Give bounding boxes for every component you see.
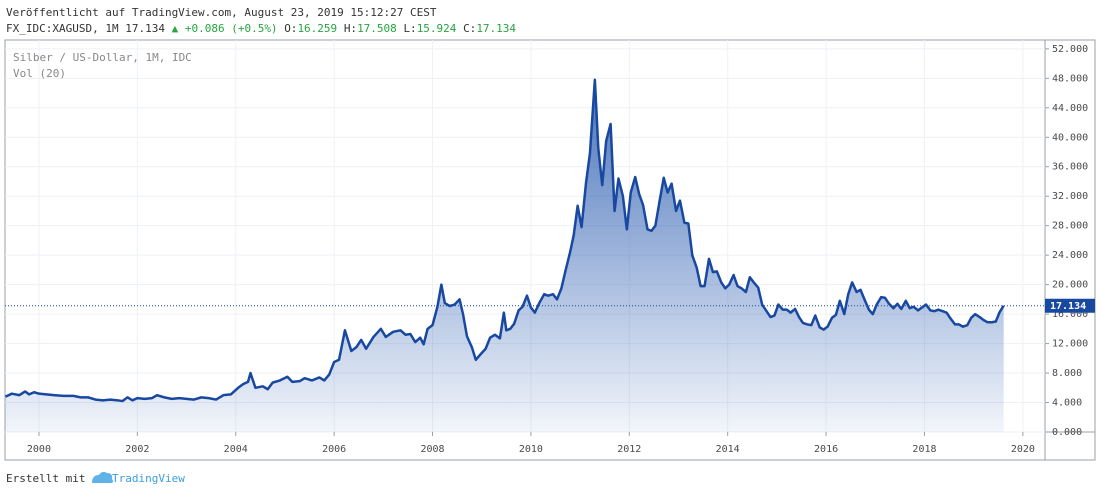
area-fill xyxy=(5,79,1004,432)
published: Veröffentlicht auf TradingView.com, Augu… xyxy=(6,6,437,19)
y-tick-label: 36.000 xyxy=(1052,162,1088,173)
ohlc-label: L: xyxy=(403,22,417,35)
x-tick-label: 2004 xyxy=(224,444,248,455)
change: +0.086 (+0.5%) xyxy=(184,22,278,35)
ohlc: O:16.259 H:17.508 L:15.924 C:17.134 xyxy=(284,22,523,35)
x-tick-label: 2002 xyxy=(125,444,149,455)
x-tick-label: 2014 xyxy=(716,444,740,455)
y-tick-label: 12.000 xyxy=(1052,339,1088,350)
chart-title: Silber / US-Dollar, 1M, IDC xyxy=(13,51,192,64)
y-tick-label: 28.000 xyxy=(1052,221,1088,232)
y-tick-label: 8.000 xyxy=(1052,368,1082,379)
x-tick-label: 2000 xyxy=(27,444,51,455)
x-tick-label: 2020 xyxy=(1011,444,1035,455)
ohlc-label: H: xyxy=(343,22,358,35)
price: 17.134 xyxy=(125,22,165,35)
y-tick-label: 4.000 xyxy=(1052,398,1082,409)
y-tick-label: 20.000 xyxy=(1052,280,1088,291)
y-tick-label: 40.000 xyxy=(1052,132,1088,143)
x-tick-label: 2016 xyxy=(814,444,838,455)
x-tick-label: 2010 xyxy=(519,444,543,455)
ohlc-value: 17.134 xyxy=(476,22,517,35)
ohlc-value: 15.924 xyxy=(416,22,457,35)
x-tick-label: 2018 xyxy=(912,444,936,455)
frame xyxy=(4,39,1096,461)
y-tick-label: 32.000 xyxy=(1052,191,1088,202)
ohlc-label: C: xyxy=(463,22,477,35)
y-tick-label: 44.000 xyxy=(1052,103,1088,114)
x-tick-label: 2012 xyxy=(617,444,641,455)
up-arrow: ▲ xyxy=(171,22,179,35)
y-tick-label: 0.000 xyxy=(1052,427,1082,438)
x-tick-label: 2006 xyxy=(322,444,346,455)
last-price-box xyxy=(1045,298,1095,313)
y-tick-label: 16.000 xyxy=(1052,309,1088,320)
ohlc-value: 17.508 xyxy=(357,22,397,35)
price-line xyxy=(5,78,1005,403)
last-price-label: 17.134 xyxy=(1050,301,1086,312)
ohlc-value: 16.259 xyxy=(297,22,338,35)
symbol: FX_IDC:XAGUSD, 1M xyxy=(6,22,119,35)
logo-icon xyxy=(92,471,114,483)
footer-brand: TradingView xyxy=(112,472,185,485)
y-tick-label: 52.000 xyxy=(1052,44,1088,55)
footer-text: Erstellt mit xyxy=(6,472,85,485)
x-tick-label: 2008 xyxy=(420,444,444,455)
y-tick-label: 24.000 xyxy=(1052,250,1088,261)
ticker-line: FX_IDC:XAGUSD, 1M 17.134 ▲ +0.086 (+0.5%… xyxy=(6,22,523,35)
y-tick-label: 48.000 xyxy=(1052,73,1088,84)
indicator-label: Vol (20) xyxy=(13,67,66,80)
ohlc-label: O: xyxy=(284,22,298,35)
